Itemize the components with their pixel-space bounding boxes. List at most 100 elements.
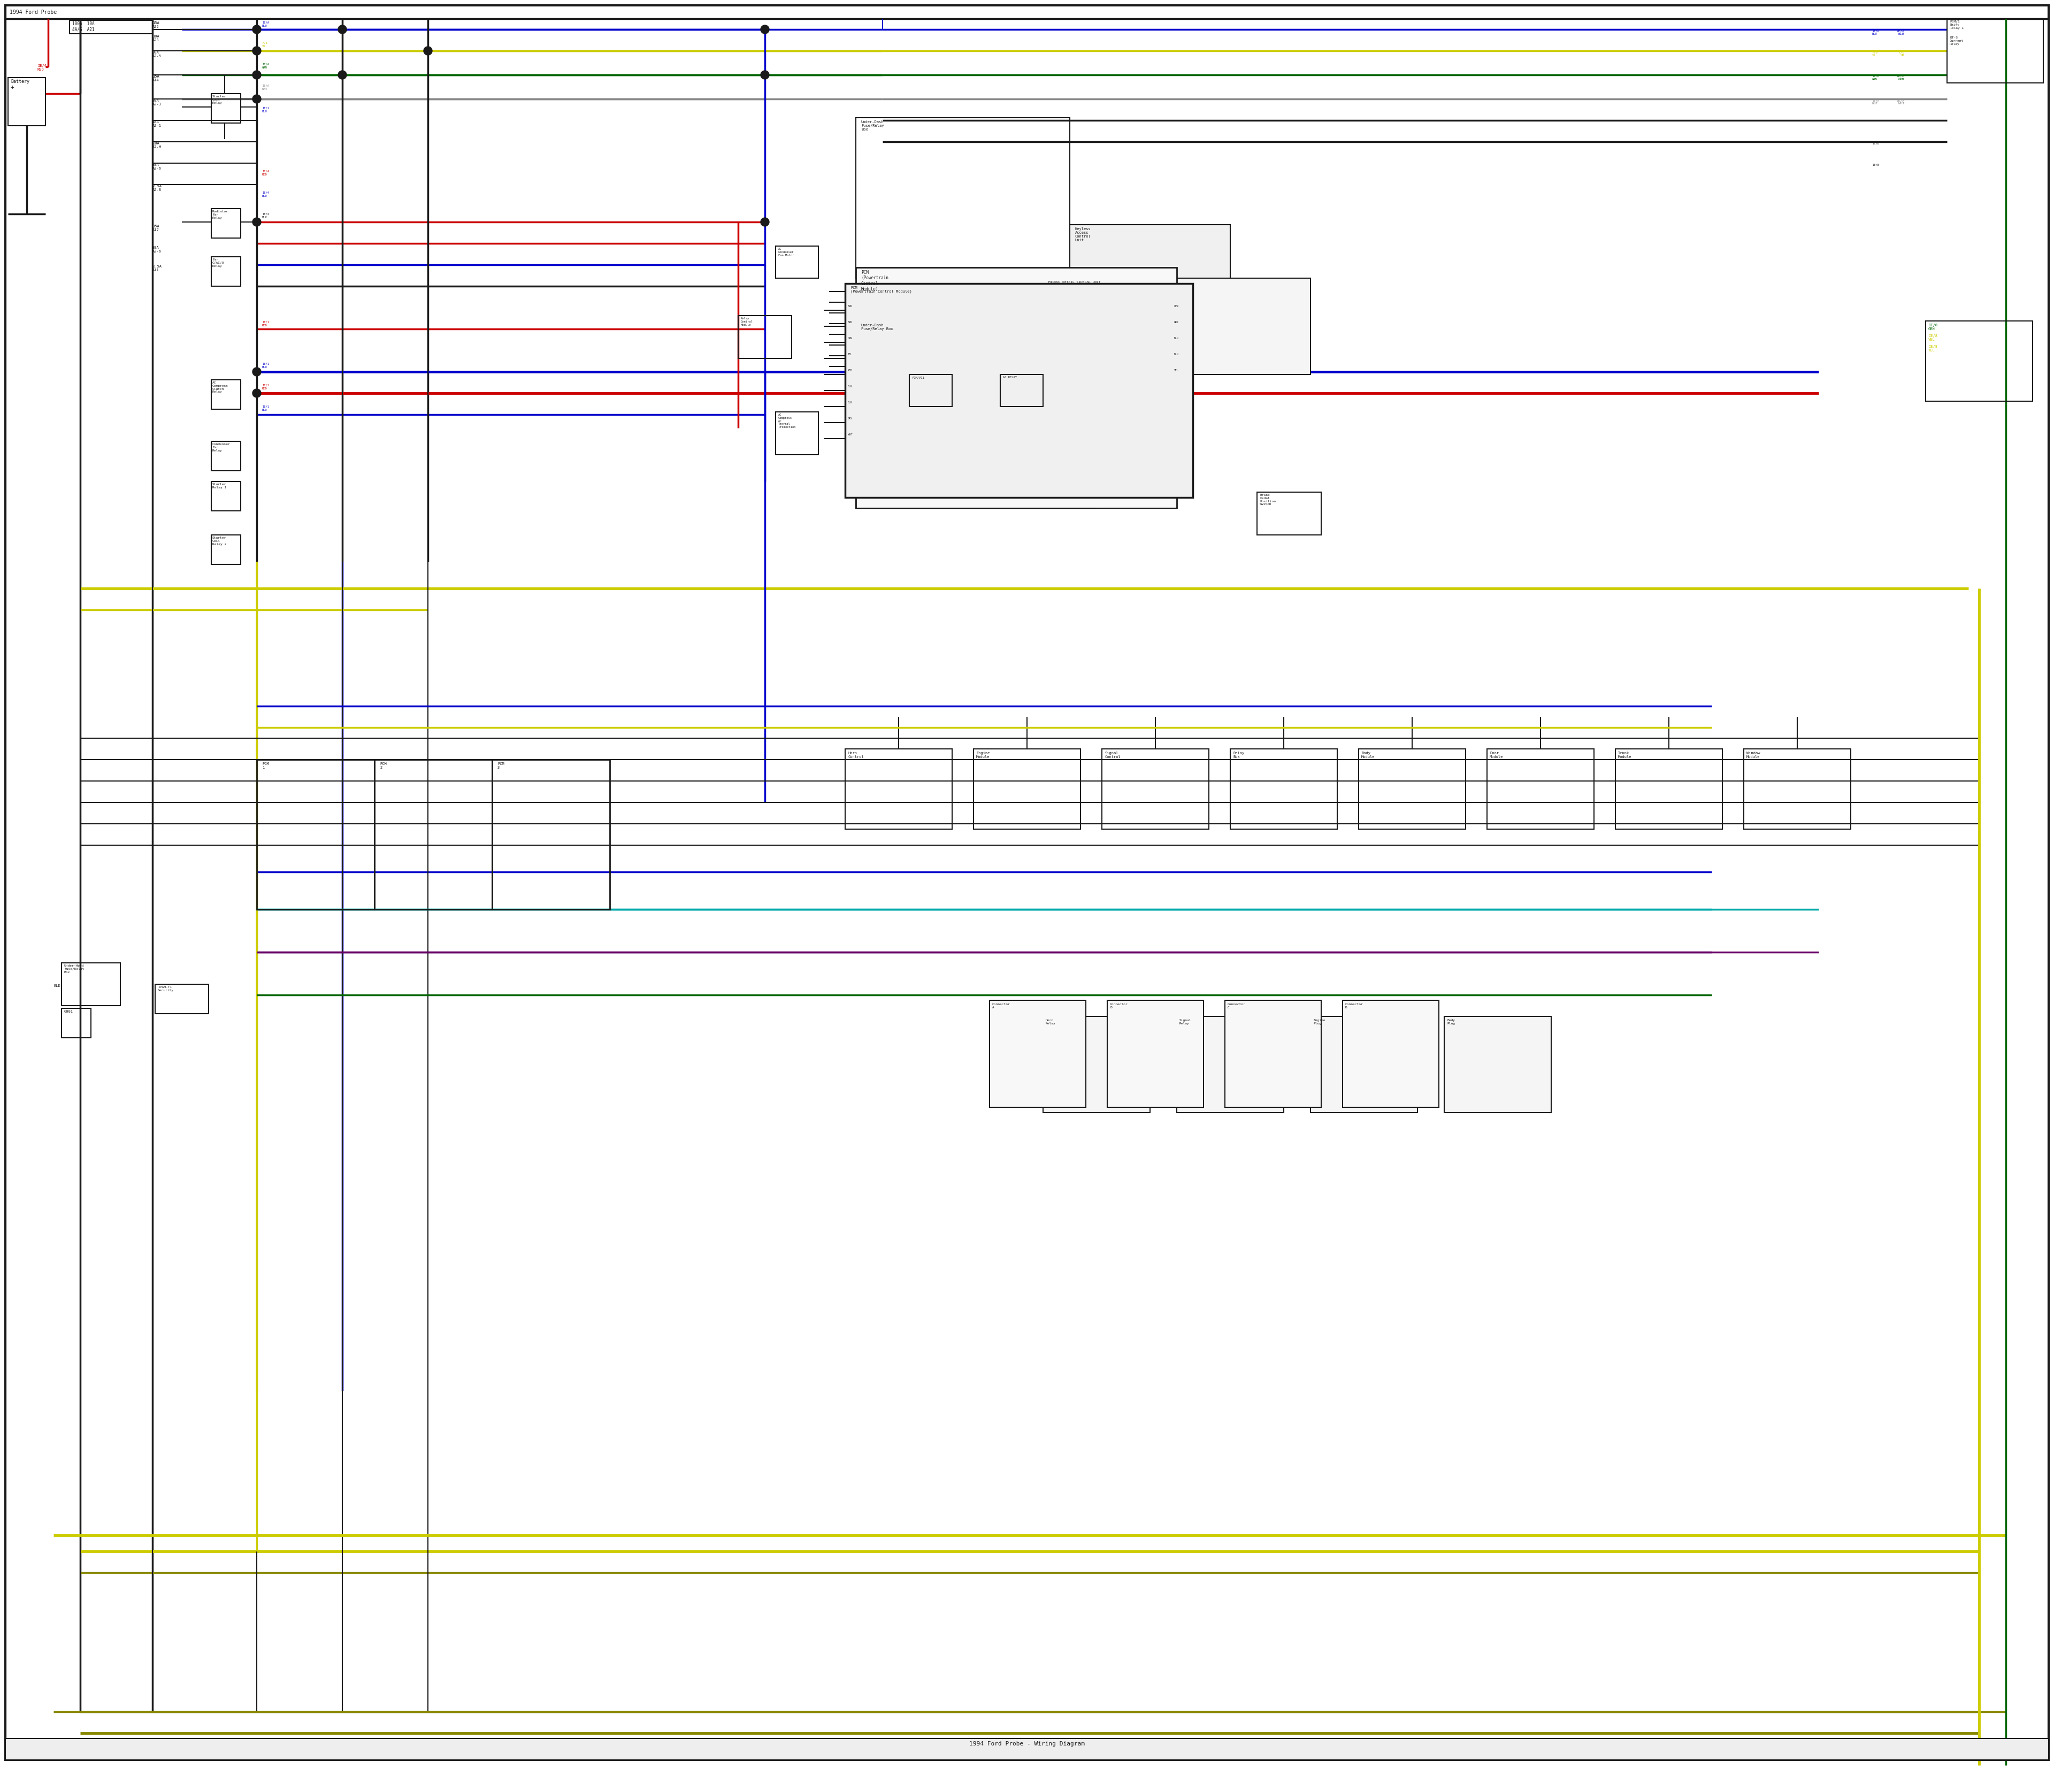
Text: BLU: BLU [1175, 337, 1179, 340]
Bar [844, 283, 1193, 498]
Text: Radiator
Fan
Relay: Radiator Fan Relay [212, 210, 228, 219]
Text: TEL: TEL [1175, 369, 1179, 371]
Text: Under-Dash
Fuse/Relay Box: Under-Dash Fuse/Relay Box [861, 324, 893, 330]
Text: Under-Hood
Fuse/Relay
Box: Under-Hood Fuse/Relay Box [64, 964, 84, 973]
Bar [776, 412, 817, 455]
Bar [776, 246, 817, 278]
Text: +: + [10, 84, 14, 90]
Text: AC
Compress
Clutch
Relay: AC Compress Clutch Relay [212, 382, 228, 394]
Text: Body
Module: Body Module [1362, 751, 1374, 758]
Text: Engine
Module: Engine Module [976, 751, 990, 758]
Bar [1487, 749, 1594, 830]
Circle shape [253, 25, 261, 34]
Text: Connector
C: Connector C [1228, 1004, 1245, 1009]
Text: Starter
Relay 1: Starter Relay 1 [212, 484, 226, 489]
Bar [1257, 493, 1321, 536]
Text: Horn
Control: Horn Control [848, 751, 865, 758]
Text: 10A
A23: 10A A23 [152, 34, 160, 41]
Text: BRK: BRK [848, 305, 852, 308]
Bar [1947, 18, 2044, 82]
Circle shape [253, 217, 261, 226]
Circle shape [253, 367, 261, 376]
Text: IE/4
RED: IE/4 RED [37, 65, 47, 72]
Text: IE/4
RED: IE/4 RED [263, 170, 269, 176]
Text: GRY: GRY [1175, 321, 1179, 324]
Text: IE/1
BLU: IE/1 BLU [263, 108, 269, 113]
Text: IE/A
BLU: IE/A BLU [1871, 29, 1879, 36]
Text: Connector
D: Connector D [1345, 1004, 1364, 1009]
Bar [857, 321, 1097, 509]
Text: Connector
B: Connector B [1109, 1004, 1128, 1009]
Text: Engine
Plug: Engine Plug [1313, 1020, 1325, 1025]
Text: PCM
3: PCM 3 [497, 762, 505, 769]
Text: Relay
Central
Module: Relay Central Module [741, 317, 754, 326]
Bar [212, 93, 240, 124]
Text: IE/1
RED: IE/1 RED [263, 383, 269, 391]
Text: IE/A
WHT: IE/A WHT [263, 84, 269, 90]
Text: PCM
(Powertrain Control Module): PCM (Powertrain Control Module) [850, 287, 912, 294]
Text: Starter
Coil
Relay 2: Starter Coil Relay 2 [212, 536, 226, 545]
Bar [1043, 278, 1310, 375]
Bar [1177, 1016, 1284, 1113]
Text: IPGM-T1
Security: IPGM-T1 Security [158, 986, 175, 991]
Text: IE/8
GRN: IE/8 GRN [1929, 324, 1937, 330]
Bar [974, 749, 1080, 830]
Text: Signal
Control: Signal Control [1105, 751, 1121, 758]
Circle shape [423, 47, 431, 56]
Text: IE/1
RED: IE/1 RED [263, 321, 269, 326]
Bar [493, 760, 610, 909]
Text: 30A
A2-3: 30A A2-3 [152, 99, 162, 106]
Bar [1744, 749, 1851, 830]
Text: PCM/V11: PCM/V11 [912, 376, 924, 378]
Text: IE/A
GRN: IE/A GRN [1871, 75, 1879, 81]
Bar [374, 760, 493, 909]
Bar [1101, 749, 1210, 830]
Circle shape [253, 389, 261, 398]
Text: Fan
C/AC/O
Relay: Fan C/AC/O Relay [212, 258, 224, 267]
Text: 30A
A2-6: 30A A2-6 [152, 246, 162, 253]
Circle shape [253, 47, 261, 56]
Bar [857, 267, 1177, 509]
Bar [1927, 321, 2033, 401]
Text: IE/A
BLU: IE/A BLU [1896, 29, 1904, 36]
Text: BLK: BLK [848, 385, 852, 387]
Text: AC
Condenser
Fan Motor: AC Condenser Fan Motor [778, 247, 795, 256]
Circle shape [339, 25, 347, 34]
Text: BLU: BLU [1175, 353, 1179, 357]
Text: 2.5A
A2-8: 2.5A A2-8 [152, 185, 162, 192]
Text: Connector
A: Connector A [992, 1004, 1011, 1009]
Bar [1224, 1000, 1321, 1107]
Text: F/8
TK: F/8 TK [1871, 50, 1877, 57]
Text: PCM/1
Shift
Relay 1: PCM/1 Shift Relay 1 [1949, 20, 1964, 29]
Bar [212, 536, 240, 564]
Bar [62, 1009, 90, 1038]
Text: IE/A
GRN: IE/A GRN [263, 63, 269, 68]
Text: BLK: BLK [848, 401, 852, 403]
Text: F/8
YR: F/8 YR [1898, 50, 1904, 57]
Text: 15A
A14: 15A A14 [152, 75, 160, 82]
Circle shape [760, 70, 768, 79]
Bar [212, 482, 240, 511]
Bar [212, 256, 240, 287]
Text: MIRROR RETAIL SIDECAR UNIT: MIRROR RETAIL SIDECAR UNIT [1048, 281, 1101, 283]
Text: IE/B: IE/B [1871, 142, 1879, 145]
Circle shape [253, 70, 261, 79]
Bar [1358, 749, 1467, 830]
Text: RED: RED [848, 369, 852, 371]
Text: PCM
(Powertrain
Control
Module): PCM (Powertrain Control Module) [861, 271, 889, 292]
Circle shape [339, 70, 347, 79]
Text: BRK: BRK [848, 321, 852, 324]
Text: Keyless
Access
Control
Unit: Keyless Access Control Unit [1074, 228, 1091, 242]
Text: Relay
Box: Relay Box [1232, 751, 1245, 758]
Text: Under-Dash
Fuse/Relay
Box: Under-Dash Fuse/Relay Box [861, 120, 883, 131]
Text: Window
Module: Window Module [1746, 751, 1760, 758]
Text: 30A
A2-5: 30A A2-5 [152, 50, 162, 57]
Text: GRY: GRY [848, 418, 852, 419]
Text: IE/4
BLK: IE/4 BLK [263, 213, 269, 219]
Text: AC
Compress
or
Thermal
Protection: AC Compress or Thermal Protection [778, 414, 795, 428]
Text: IE/A
GRN: IE/A GRN [1896, 75, 1904, 81]
Text: IE/1
BLU: IE/1 BLU [263, 362, 269, 369]
Bar [212, 208, 240, 238]
Text: IE/A
WHT: IE/A WHT [1871, 99, 1879, 104]
Text: IE/1
BLU: IE/1 BLU [263, 405, 269, 410]
